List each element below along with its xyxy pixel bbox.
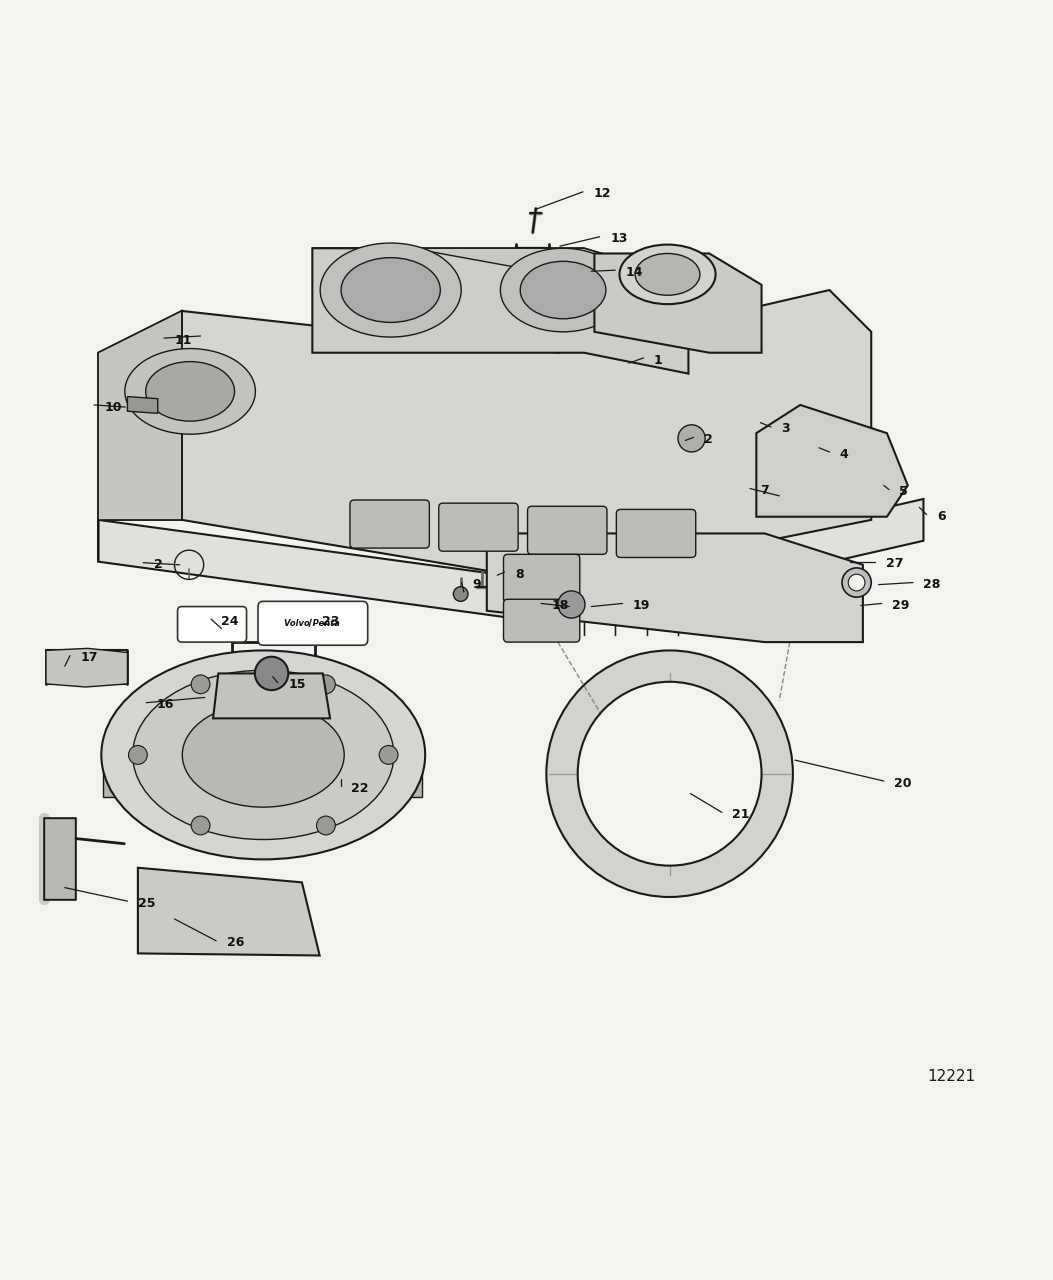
Ellipse shape (520, 261, 605, 319)
Text: 22: 22 (351, 782, 369, 795)
Text: 2: 2 (154, 558, 162, 571)
Text: 12: 12 (593, 187, 611, 201)
Text: 12221: 12221 (928, 1069, 976, 1084)
Ellipse shape (341, 257, 440, 323)
Text: 27: 27 (886, 557, 903, 570)
Circle shape (192, 675, 210, 694)
Ellipse shape (145, 361, 235, 421)
FancyBboxPatch shape (528, 507, 607, 554)
Circle shape (842, 568, 871, 598)
Polygon shape (138, 868, 320, 955)
Polygon shape (182, 291, 871, 582)
Text: 6: 6 (937, 511, 946, 524)
Text: 4: 4 (840, 448, 849, 461)
Ellipse shape (182, 703, 344, 808)
FancyBboxPatch shape (178, 607, 246, 643)
Text: 29: 29 (892, 599, 910, 612)
Polygon shape (313, 248, 689, 279)
Polygon shape (98, 311, 182, 520)
Text: 25: 25 (138, 897, 156, 910)
Text: 21: 21 (732, 808, 750, 820)
Text: 17: 17 (80, 652, 98, 664)
Text: 5: 5 (899, 485, 908, 498)
Polygon shape (486, 534, 862, 643)
Polygon shape (594, 253, 761, 353)
FancyBboxPatch shape (503, 554, 580, 603)
Text: 10: 10 (104, 401, 122, 413)
Polygon shape (46, 649, 127, 687)
FancyBboxPatch shape (258, 602, 367, 645)
Polygon shape (756, 404, 908, 517)
Polygon shape (98, 311, 182, 562)
Polygon shape (98, 499, 923, 625)
Circle shape (128, 745, 147, 764)
Polygon shape (127, 397, 158, 413)
Ellipse shape (635, 253, 700, 296)
Text: 23: 23 (322, 614, 339, 627)
Text: 20: 20 (894, 777, 912, 790)
Text: Volvo Penta: Volvo Penta (284, 618, 340, 627)
Text: 19: 19 (633, 599, 651, 612)
Text: 7: 7 (760, 484, 770, 497)
Text: 13: 13 (610, 233, 628, 246)
Text: 1: 1 (654, 353, 662, 366)
Polygon shape (213, 673, 330, 718)
Ellipse shape (101, 650, 425, 859)
Text: 26: 26 (226, 937, 244, 950)
Circle shape (192, 817, 210, 835)
Text: 2: 2 (704, 433, 713, 445)
Polygon shape (103, 771, 422, 796)
Circle shape (578, 682, 761, 865)
Text: 14: 14 (625, 266, 643, 279)
Text: 3: 3 (781, 422, 790, 435)
Text: 15: 15 (289, 678, 305, 691)
FancyBboxPatch shape (439, 503, 518, 552)
FancyBboxPatch shape (350, 500, 430, 548)
Circle shape (678, 425, 706, 452)
Ellipse shape (125, 348, 256, 434)
Circle shape (454, 586, 468, 602)
Text: 16: 16 (157, 699, 174, 712)
Ellipse shape (500, 248, 625, 332)
Text: 11: 11 (175, 334, 192, 347)
Text: 18: 18 (552, 599, 569, 612)
FancyBboxPatch shape (616, 509, 696, 558)
Text: 28: 28 (923, 579, 940, 591)
Text: 8: 8 (515, 568, 523, 581)
Ellipse shape (320, 243, 461, 337)
Ellipse shape (133, 671, 394, 840)
Circle shape (317, 817, 335, 835)
Text: PROPERTY OF: PROPERTY OF (364, 499, 689, 541)
Circle shape (547, 650, 793, 897)
Text: 9: 9 (472, 579, 481, 591)
Circle shape (849, 575, 865, 591)
Circle shape (558, 591, 585, 618)
FancyBboxPatch shape (503, 599, 580, 643)
Circle shape (317, 675, 335, 694)
Circle shape (255, 657, 289, 690)
Ellipse shape (619, 244, 716, 305)
Circle shape (379, 745, 398, 764)
Polygon shape (313, 248, 689, 374)
Text: 24: 24 (221, 614, 239, 627)
Polygon shape (44, 818, 75, 899)
Text: VOLVO PENTA: VOLVO PENTA (366, 562, 687, 604)
